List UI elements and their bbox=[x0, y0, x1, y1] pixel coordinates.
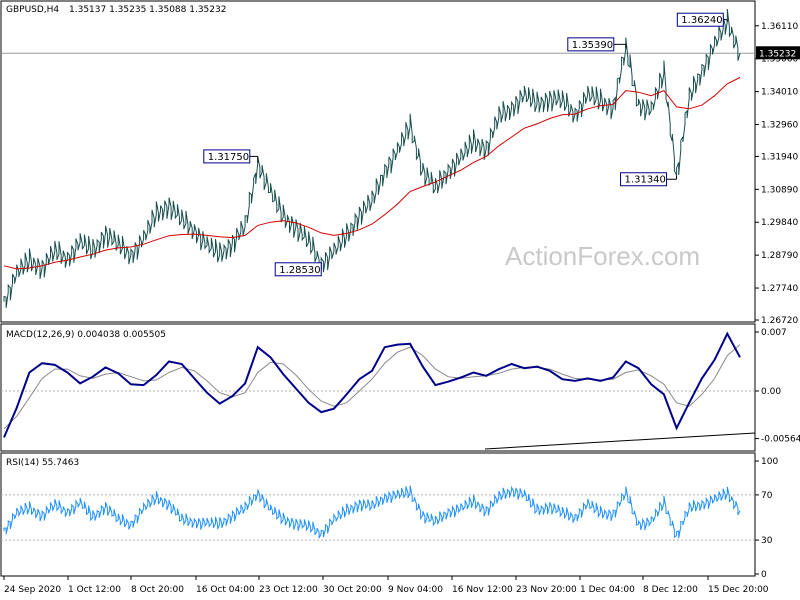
x-tick-label: 15 Dec 20:00 bbox=[708, 585, 769, 595]
x-tick-label: 23 Oct 12:00 bbox=[259, 585, 318, 595]
macd-title: MACD(12,26,9) 0.004038 0.005505 bbox=[6, 330, 166, 340]
x-tick-label: 8 Oct 20:00 bbox=[131, 585, 184, 595]
axis-labels: 1.36110 1.35060 1.34010 1.32960 1.31940 1.308… bbox=[3, 22, 800, 595]
current-price-label: 1.35232 bbox=[759, 49, 796, 59]
x-tick-label: 23 Nov 20:00 bbox=[516, 585, 577, 595]
macd-y-tick-label: -0.005644 bbox=[761, 435, 800, 445]
price-callout-box bbox=[676, 12, 724, 27]
macd-y-tick-label: 0.007 bbox=[761, 328, 787, 338]
rsi-plot bbox=[1, 485, 755, 541]
price-y-tick-label: 1.29840 bbox=[761, 218, 798, 228]
symbol-label: GBPUSD,H4 bbox=[6, 5, 59, 15]
price-callout-label: 1.36240 bbox=[681, 15, 722, 26]
price-y-tick-label: 1.35060 bbox=[761, 55, 798, 65]
macd-signal-line bbox=[3, 344, 741, 430]
x-tick-label: 1 Dec 04:00 bbox=[580, 585, 635, 595]
price-callout-label: 1.31340 bbox=[625, 175, 666, 186]
macd-panel-frame bbox=[0, 323, 756, 452]
x-tick-label: 16 Oct 04:00 bbox=[196, 585, 255, 595]
price-callout-box bbox=[274, 262, 322, 277]
rsi-y-tick-label: 100 bbox=[761, 457, 778, 467]
price-y-tick-label: 1.27740 bbox=[761, 284, 798, 294]
watermark: ActionForex.com bbox=[505, 241, 700, 271]
current-price-badge bbox=[756, 46, 800, 60]
price-callout-label: 1.31750 bbox=[208, 152, 249, 163]
macd-trendline bbox=[484, 432, 756, 450]
moving-average-line bbox=[3, 77, 741, 270]
price-callout-label: 1.35390 bbox=[572, 40, 613, 51]
rsi-line bbox=[3, 485, 741, 539]
price-plot: 1.31750 1.28530 1.35390 1.31340 1.36240 bbox=[1, 9, 755, 308]
price-y-tick-label: 1.32960 bbox=[761, 120, 798, 130]
price-callout-box bbox=[567, 37, 615, 52]
price-callout-box bbox=[203, 149, 251, 164]
price-y-tick-label: 1.30890 bbox=[761, 185, 798, 195]
x-tick-label: 9 Nov 04:00 bbox=[388, 585, 443, 595]
price-y-tick-label: 1.36110 bbox=[761, 22, 798, 32]
macd-y-tick-label: 0.00 bbox=[761, 387, 781, 397]
ohlc-readout: 1.35137 1.35235 1.35088 1.35232 bbox=[69, 5, 226, 15]
x-tick-label: 8 Dec 12:00 bbox=[643, 585, 698, 595]
price-y-tick-label: 1.28790 bbox=[761, 251, 798, 261]
x-tick-label: 1 Oct 12:00 bbox=[68, 585, 121, 595]
price-callout-label: 1.28530 bbox=[279, 265, 320, 276]
rsi-y-tick-label: 30 bbox=[761, 536, 773, 546]
x-tick-label: 30 Oct 20:00 bbox=[323, 585, 382, 595]
price-y-tick-label: 1.34010 bbox=[761, 88, 798, 98]
price-panel-frame bbox=[0, 0, 756, 323]
price-callout-box bbox=[620, 172, 668, 187]
rsi-y-tick-label: 70 bbox=[761, 491, 773, 501]
price-series bbox=[3, 9, 741, 308]
price-y-tick-label: 1.26720 bbox=[761, 316, 798, 326]
macd-plot bbox=[1, 331, 756, 450]
x-tick-label: 16 Nov 12:00 bbox=[452, 585, 513, 595]
x-tick-label: 24 Sep 2020 bbox=[4, 585, 61, 595]
price-y-tick-label: 1.31940 bbox=[761, 152, 798, 162]
rsi-title: RSI(14) 55.7463 bbox=[6, 458, 79, 468]
macd-main-line bbox=[3, 331, 741, 438]
rsi-y-tick-label: 0 bbox=[761, 570, 767, 580]
rsi-panel-frame bbox=[0, 452, 756, 577]
